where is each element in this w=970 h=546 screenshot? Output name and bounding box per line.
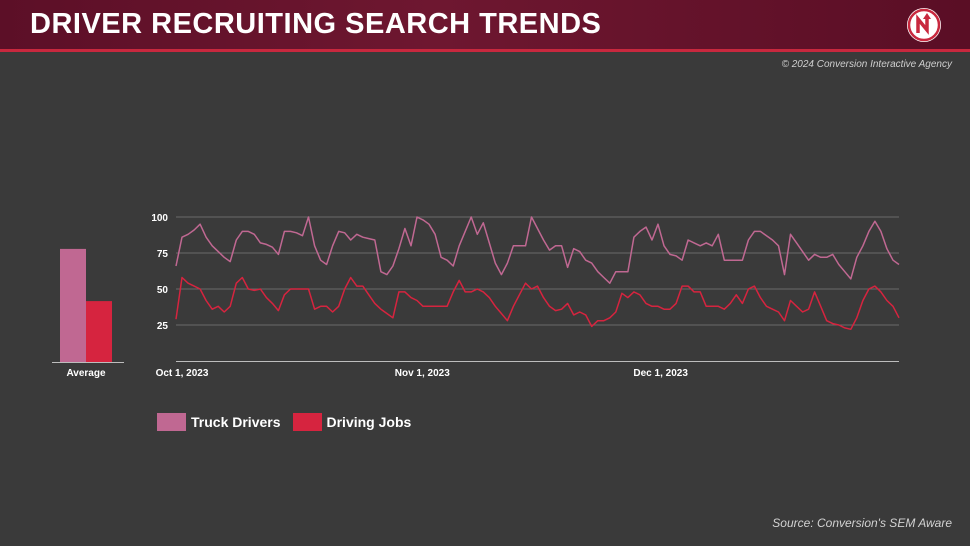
y-tick-label-75: 75 — [157, 249, 169, 260]
header-bar — [0, 0, 970, 49]
series-line-truck-drivers — [175, 216, 900, 284]
x-tick-label-1: Nov 1, 2023 — [395, 368, 450, 379]
x-tick-label-0: Oct 1, 2023 — [156, 368, 209, 379]
average-bar-truck-drivers — [60, 248, 86, 362]
legend-swatch-driving-jobs — [292, 413, 322, 431]
y-tick-label-25: 25 — [157, 321, 169, 332]
chart-legend: Truck Drivers Driving Jobs — [157, 412, 423, 432]
y-tick-label-50: 50 — [157, 285, 169, 296]
average-category-label: Average — [66, 368, 106, 379]
x-tick-label-2: Dec 1, 2023 — [633, 368, 688, 379]
y-tick-label-100: 100 — [151, 213, 168, 224]
source-note: Source: Conversion's SEM Aware — [772, 516, 952, 530]
legend-item-driving-jobs: Driving Jobs — [292, 413, 412, 431]
legend-swatch-truck-drivers — [157, 413, 186, 431]
copyright-text: © 2024 Conversion Interactive Agency — [781, 59, 952, 70]
legend-label-truck-drivers: Truck Drivers — [191, 414, 281, 430]
legend-label-driving-jobs: Driving Jobs — [326, 414, 412, 430]
average-bar-driving-jobs — [86, 301, 112, 362]
arrow-n-logo-icon — [907, 8, 941, 42]
page-title: DRIVER RECRUITING SEARCH TRENDS — [30, 8, 602, 40]
series-line-driving-jobs — [175, 276, 900, 331]
legend-item-truck-drivers: Truck Drivers — [157, 413, 281, 431]
header-accent-line — [0, 49, 970, 52]
